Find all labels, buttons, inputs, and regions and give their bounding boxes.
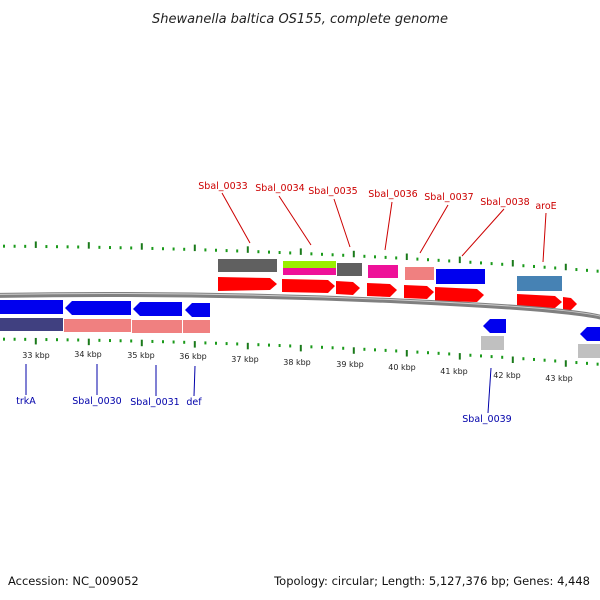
- gene-leader-line: [221, 192, 251, 244]
- gene-label: Sbal_0039: [462, 414, 511, 425]
- genome-backbone-highlight: [0, 293, 600, 317]
- tick-label: 38 kbp: [283, 358, 311, 367]
- genome-backbone: [0, 292, 600, 320]
- gene-leader-line: [278, 195, 312, 246]
- cog-bar: [183, 320, 210, 333]
- cds-arrow-reverse: [580, 327, 600, 341]
- tick-label: 35 kbp: [127, 351, 155, 360]
- gene-label: Sbal_0038: [480, 197, 529, 208]
- inner-tick-row: [3, 337, 599, 367]
- cog-bar: [283, 261, 336, 268]
- cds-arrow-forward: [282, 279, 335, 293]
- tick-label: 41 kbp: [440, 367, 468, 376]
- tick-label: 40 kbp: [388, 363, 416, 372]
- gene-label: aroE: [535, 201, 556, 212]
- cog-bar: [218, 259, 277, 272]
- gene-label: def: [186, 397, 202, 408]
- cds-arrow-forward: [517, 294, 562, 308]
- cog-bar: [481, 336, 504, 350]
- cds-arrow-forward: [218, 277, 277, 291]
- cog-bar: [578, 344, 600, 358]
- tick-label: 37 kbp: [231, 355, 259, 364]
- cds-arrow-reverse: [185, 303, 210, 317]
- gene-label: Sbal_0037: [424, 192, 473, 203]
- tick-labels: 33 kbp 34 kbp 35 kbp 36 kbp 37 kbp 38 kbp 39 k…: [22, 350, 573, 383]
- tick-label: 36 kbp: [179, 352, 207, 361]
- accession-text: Accession: NC_009052: [8, 574, 139, 588]
- map-title: Shewanella baltica OS155, complete genom…: [152, 12, 448, 27]
- gene-label: Sbal_0036: [368, 189, 417, 200]
- cds-arrow-reverse: [0, 300, 63, 314]
- gene-labels-forward: Sbal_0033 Sbal_0034 Sbal_0035 Sbal_0036 Sbal…: [198, 181, 557, 263]
- gene-leader-line: [542, 212, 547, 263]
- cog-bar: [337, 263, 362, 276]
- gene-label: Sbal_0035: [308, 186, 357, 197]
- cds-arrow-forward: [435, 287, 484, 302]
- gene-leader-line: [384, 201, 393, 251]
- tick-label: 42 kbp: [493, 371, 521, 380]
- tick-label: 34 kbp: [74, 350, 102, 359]
- cog-bar: [405, 267, 434, 280]
- gene-leader-line: [193, 365, 196, 397]
- cog-bar: [64, 319, 131, 332]
- cds-arrow-forward: [336, 281, 360, 295]
- gene-labels-reverse: trkA Sbal_0030 Sbal_0031 def Sbal_0039: [16, 364, 512, 425]
- outer-tick-row: [3, 241, 599, 273]
- cds-arrow-forward: [404, 285, 434, 299]
- cog-bars-forward: [218, 259, 562, 291]
- cog-bar: [132, 320, 182, 333]
- cds-arrow-forward: [367, 283, 397, 297]
- cds-forward-strand: [218, 277, 577, 310]
- tick-label: 33 kbp: [22, 351, 50, 360]
- tick-label: 43 kbp: [545, 374, 573, 383]
- gene-label: trkA: [16, 396, 36, 407]
- cds-arrow-reverse: [65, 301, 131, 315]
- cog-bar: [436, 269, 485, 284]
- cds-reverse-strand: [0, 300, 600, 341]
- gene-label: Sbal_0031: [130, 397, 179, 408]
- cog-bar: [517, 276, 562, 291]
- cds-arrow-reverse: [133, 302, 182, 316]
- gene-leader-line: [333, 198, 351, 248]
- cds-arrow-reverse: [483, 319, 506, 333]
- cog-bar: [0, 318, 63, 331]
- cog-bar: [283, 268, 336, 275]
- gene-label: Sbal_0034: [255, 183, 304, 194]
- cds-arrow-forward: [563, 297, 577, 310]
- tick-label: 39 kbp: [336, 360, 364, 369]
- cog-bar: [368, 265, 398, 278]
- gene-label: Sbal_0033: [198, 181, 247, 192]
- gene-leader-line: [487, 367, 492, 414]
- cog-bars-reverse: [0, 318, 600, 358]
- gene-leader-line: [461, 208, 505, 257]
- topology-text: Topology: circular; Length: 5,127,376 bp…: [274, 574, 590, 588]
- gene-leader-line: [419, 204, 449, 254]
- gene-label: Sbal_0030: [72, 396, 121, 407]
